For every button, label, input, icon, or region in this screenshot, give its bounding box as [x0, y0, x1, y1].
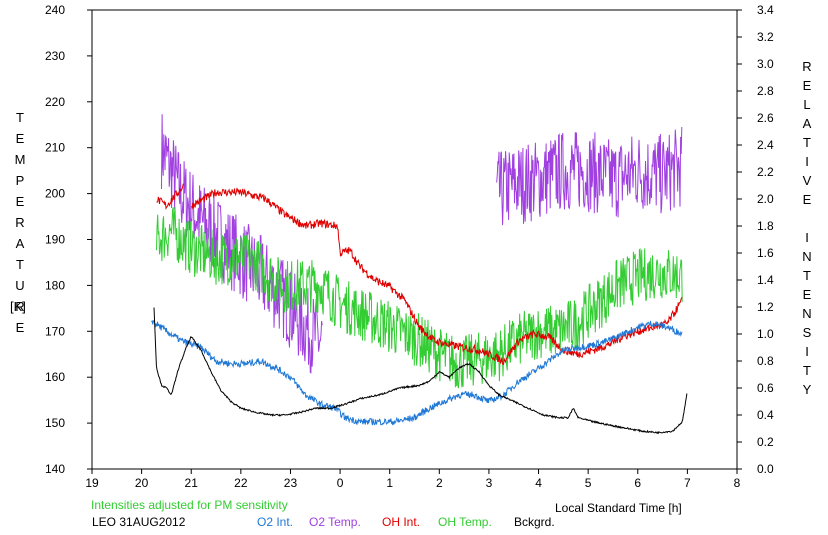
- axis-title-letter: T: [16, 257, 24, 272]
- y-right-tick-label: 2.8: [757, 84, 774, 98]
- axis-title-letter: E: [15, 320, 25, 335]
- axis-title-letter: V: [802, 173, 812, 188]
- axis-title-letter: N: [802, 249, 812, 264]
- series-line-oh-int: [156, 183, 683, 365]
- axis-title-letter: E: [802, 192, 812, 207]
- legend-o2-temperature: O2 Temp.: [309, 515, 361, 529]
- y-right-tick-label: 2.6: [757, 111, 774, 125]
- y-right-tick-label: 0.6: [757, 381, 774, 395]
- axis-title-letter: R: [15, 215, 25, 230]
- axis-title-letter: E: [802, 78, 812, 93]
- axis-title-letter: E: [15, 131, 25, 146]
- axis-title-letter: [797, 209, 817, 228]
- sensitivity-note: Intensities adjusted for PM sensitivity: [91, 498, 288, 512]
- y-left-tick-label: 190: [45, 233, 65, 247]
- axis-title-letter: L: [803, 97, 811, 112]
- x-tick-label: 23: [284, 476, 298, 490]
- x-tick-label: 8: [734, 476, 741, 490]
- x-tick-label: 7: [684, 476, 691, 490]
- axis-title-letter: R: [802, 59, 812, 74]
- y-left-tick-label: 200: [45, 187, 65, 201]
- y-right-tick-label: 1.0: [757, 327, 774, 341]
- y-left-tick-label: 160: [45, 370, 65, 384]
- axis-title-letter: U: [15, 278, 25, 293]
- y-left-tick-label: 150: [45, 416, 65, 430]
- y-right-tick-label: 2.2: [757, 165, 774, 179]
- x-tick-label: 21: [185, 476, 199, 490]
- y-right-tick-label: 3.2: [757, 30, 774, 44]
- axis-title-letter: T: [803, 135, 811, 150]
- y-left-tick-label: 220: [45, 95, 65, 109]
- y-right-tick-label: 2.0: [757, 192, 774, 206]
- x-tick-label: 19: [85, 476, 99, 490]
- x-tick-label: 22: [234, 476, 248, 490]
- x-tick-label: 3: [486, 476, 493, 490]
- y-right-tick-label: 0.8: [757, 354, 774, 368]
- x-tick-label: 6: [634, 476, 641, 490]
- x-tick-label: 0: [337, 476, 344, 490]
- y-right-tick-label: 2.4: [757, 138, 774, 152]
- y-left-tick-label: 210: [45, 141, 65, 155]
- axis-title-letter: E: [802, 287, 812, 302]
- x-tick-label: 4: [535, 476, 542, 490]
- axis-title-letter: M: [14, 152, 26, 167]
- legend-oh-intensity: OH Int.: [382, 515, 421, 529]
- axes: 19 20 21 22 23 0 1 2 3 4 5 6 7 8140150160170180190200…: [45, 3, 774, 490]
- legend-o2-intensity: O2 Int.: [257, 515, 294, 529]
- y-left-tick-label: 180: [45, 278, 65, 292]
- axis-title-letter: T: [803, 268, 811, 283]
- plot-lines: [151, 114, 688, 435]
- y-right-tick-label: 0.4: [757, 408, 774, 422]
- y-left-tick-label: 240: [45, 3, 65, 17]
- axis-title-letter: I: [805, 154, 809, 169]
- axis-title-letter: A: [15, 236, 25, 251]
- axis-title-letter: P: [15, 173, 25, 188]
- axis-title-letter: A: [802, 116, 812, 131]
- y-right-tick-label: 0.2: [757, 435, 774, 449]
- legend-oh-temperature: OH Temp.: [438, 515, 492, 529]
- axis-title-letter: I: [805, 344, 809, 359]
- axis-title-letter: Y: [802, 382, 812, 397]
- x-tick-label: 20: [135, 476, 149, 490]
- axis-title-letter: T: [16, 110, 24, 125]
- axis-title-letter: T: [803, 363, 811, 378]
- y-right-tick-label: 1.4: [757, 273, 774, 287]
- legend-background: Bckgrd.: [514, 515, 555, 529]
- axis-title-letter: N: [802, 306, 812, 321]
- y-right-tick-label: 3.4: [757, 3, 774, 17]
- axis-title-letter: I: [805, 230, 809, 245]
- series-line-bckgrd: [153, 307, 688, 435]
- series-line-o2-int: [151, 319, 683, 426]
- y-right-tick-label: 0.0: [757, 462, 774, 476]
- y-right-tick-label: 1.8: [757, 219, 774, 233]
- x-axis-label: Local Standard Time [h]: [555, 501, 682, 515]
- y-axis-unit-left: [K]: [10, 299, 26, 314]
- y-right-tick-label: 1.6: [757, 246, 774, 260]
- y-left-tick-label: 170: [45, 324, 65, 338]
- axis-title-letter: E: [15, 194, 25, 209]
- x-tick-label: 1: [386, 476, 393, 490]
- y-left-tick-label: 140: [45, 462, 65, 476]
- station-date-label: LEO 31AUG2012: [92, 515, 186, 529]
- x-tick-label: 2: [436, 476, 443, 490]
- y-left-tick-label: 230: [45, 49, 65, 63]
- series-line-oh-temp: [156, 207, 683, 389]
- axis-title-letter: R: [15, 299, 25, 314]
- x-tick-label: 5: [585, 476, 592, 490]
- y-right-tick-label: 3.0: [757, 57, 774, 71]
- y-right-tick-label: 1.2: [757, 300, 774, 314]
- axis-title-letter: S: [802, 325, 812, 340]
